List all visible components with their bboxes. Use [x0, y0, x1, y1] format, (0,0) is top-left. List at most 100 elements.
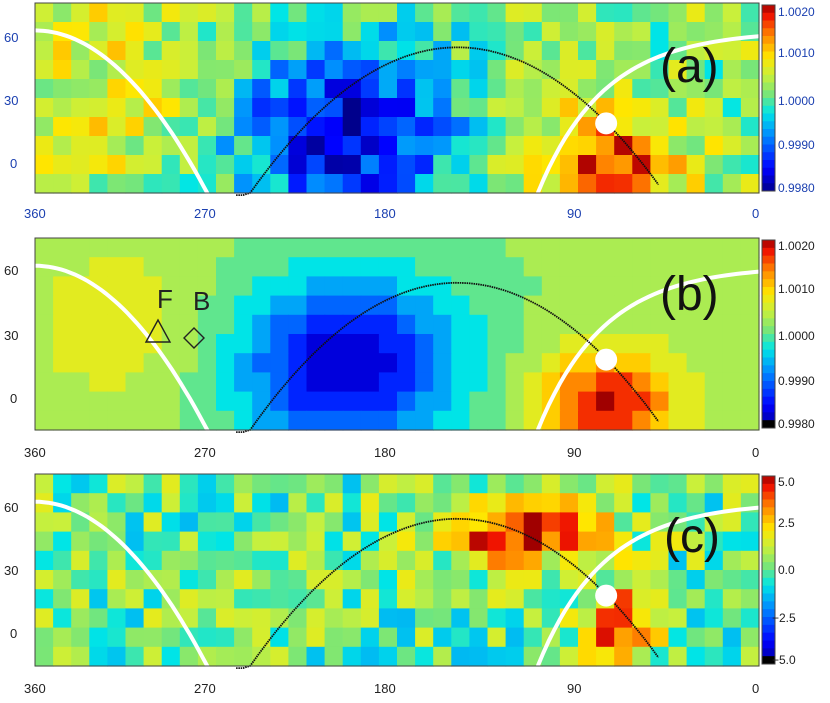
heatmap-cell [53, 512, 72, 533]
heatmap-cell [125, 512, 145, 533]
heatmap-cell [378, 531, 398, 552]
heatmap-cell [704, 79, 724, 99]
heatmap-cell [704, 493, 724, 513]
heatmap-cell [614, 136, 633, 156]
colorbar-segment [762, 67, 775, 76]
heatmap-cell [686, 155, 706, 175]
heatmap-cell [668, 531, 688, 552]
heatmap-cell [270, 98, 289, 118]
heatmap-cell [35, 3, 54, 23]
colorbar-segment [762, 51, 775, 60]
heatmap-cell [433, 353, 452, 373]
heatmap-cell [234, 627, 253, 648]
heatmap-cell [433, 60, 452, 80]
heatmap-cell [360, 512, 380, 533]
heatmap-cell [53, 174, 72, 194]
heatmap-cell [541, 22, 561, 42]
heatmap-cell [505, 391, 525, 412]
annotation-f-label: F [157, 284, 173, 314]
heatmap-cell [704, 474, 724, 494]
panel-c-axes: 60 30 0 360 270 180 90 0 [4, 500, 759, 696]
colorbar-segment [762, 554, 775, 563]
heatmap-cell [107, 410, 127, 431]
heatmap-cell [505, 238, 525, 258]
heatmap-cell [288, 474, 308, 494]
heatmap-cell [541, 79, 561, 99]
panel-b-cbar-tick-5: 0.9980 [778, 417, 815, 431]
heatmap-cell [415, 493, 434, 513]
heatmap-cell [324, 608, 344, 629]
heatmap-cell [650, 136, 670, 156]
panel-b-cbar-tick-4: 0.9990 [778, 374, 815, 388]
heatmap-cell [378, 174, 398, 194]
heatmap-cell [125, 627, 145, 648]
heatmap-cell [378, 98, 398, 118]
heatmap-cell [143, 238, 163, 258]
heatmap-cell [650, 550, 670, 571]
heatmap-cell [397, 117, 416, 137]
heatmap-cell [415, 257, 434, 277]
heatmap-cell [740, 391, 760, 412]
heatmap-cell [234, 174, 253, 194]
panel-c-colorbar-ticks: 5.0 2.5 0.0 −2.5 −5.0 [772, 475, 796, 667]
heatmap-cell [306, 238, 326, 258]
heatmap-cell [360, 22, 380, 42]
sun-marker [595, 112, 618, 135]
heatmap-cell [270, 276, 289, 297]
heatmap-cell [378, 589, 398, 609]
heatmap-cell [179, 60, 199, 80]
heatmap-cell [306, 60, 326, 80]
heatmap-cell [288, 550, 308, 571]
heatmap-cell [578, 512, 597, 533]
heatmap-cell [722, 410, 742, 431]
panel-b-xtick-90: 90 [567, 445, 581, 460]
heatmap-cell [107, 41, 127, 61]
heatmap-cell [125, 474, 145, 494]
heatmap-cell [740, 410, 760, 431]
heatmap-cell [559, 60, 579, 80]
panel-c-cbar-tick-1: 5.0 [778, 475, 795, 489]
heatmap-cell [505, 627, 525, 648]
heatmap-cell [686, 474, 706, 494]
heatmap-cell [596, 391, 615, 412]
heatmap-cell [578, 22, 597, 42]
heatmap-cell [541, 493, 561, 513]
heatmap-cell [415, 410, 434, 431]
heatmap-cell [650, 295, 670, 316]
heatmap-cell [397, 41, 416, 61]
heatmap-cell [270, 314, 289, 335]
heatmap-cell [505, 117, 525, 137]
heatmap-cell [125, 136, 145, 156]
heatmap-cell [53, 608, 72, 629]
heatmap-cell [686, 372, 706, 393]
heatmap-cell [125, 493, 145, 513]
heatmap-cell [704, 60, 724, 80]
heatmap-cell [360, 117, 380, 137]
heatmap-cell [324, 174, 344, 194]
heatmap-cell [306, 512, 326, 533]
heatmap-cell [614, 79, 633, 99]
heatmap-cell [306, 589, 326, 609]
heatmap-cell [125, 174, 145, 194]
heatmap-cell [415, 3, 434, 23]
heatmap-cell [704, 136, 724, 156]
heatmap-cell [216, 314, 235, 335]
heatmap-cell [216, 550, 235, 571]
heatmap-cell [288, 391, 308, 412]
heatmap-cell [686, 493, 706, 513]
heatmap-cell [668, 79, 688, 99]
colorbar-segment [762, 357, 775, 366]
colorbar-segment [762, 365, 775, 374]
heatmap-cell [161, 238, 181, 258]
heatmap-cell [686, 22, 706, 42]
heatmap-cell [252, 550, 271, 571]
heatmap-cell [523, 79, 543, 99]
heatmap-cell [578, 117, 597, 137]
heatmap-cell [197, 79, 217, 99]
heatmap-cell [197, 646, 217, 667]
heatmap-cell [197, 314, 217, 335]
heatmap-cell [125, 79, 145, 99]
heatmap-cell [197, 589, 217, 609]
heatmap-cell [288, 608, 308, 629]
heatmap-cell [252, 334, 271, 354]
